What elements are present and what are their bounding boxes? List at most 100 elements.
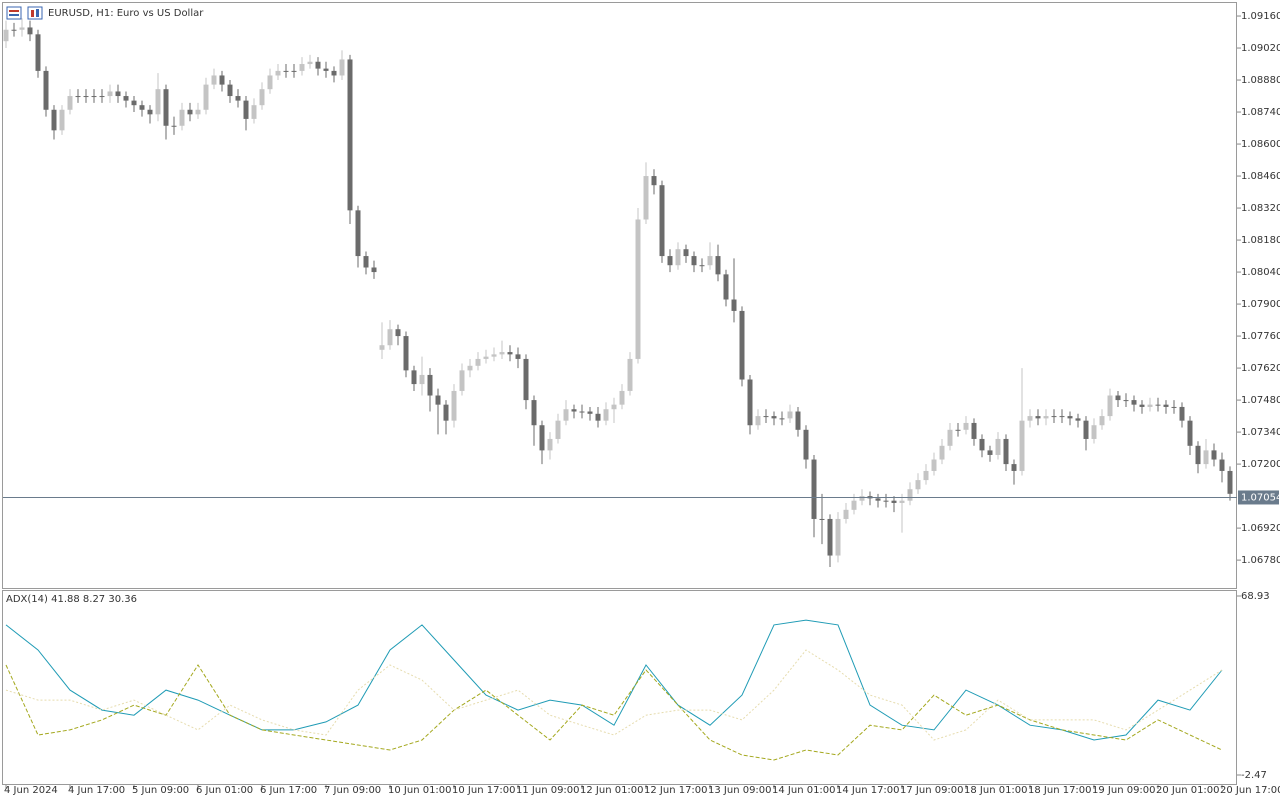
- y-tick-label: 1.07900: [1241, 299, 1280, 310]
- candle-body: [43, 70, 49, 110]
- candle-body: [723, 274, 729, 300]
- candle-body: [59, 109, 65, 131]
- chart-title: EURUSD, H1: Euro vs US Dollar: [48, 8, 204, 19]
- candle-body: [651, 176, 657, 186]
- candle-body: [683, 249, 689, 257]
- candle-body: [899, 500, 905, 503]
- candle-body: [3, 29, 9, 42]
- y-tick-label: 1.07200: [1241, 459, 1280, 470]
- candle-body: [115, 91, 121, 97]
- x-tick-label: 13 Jun 09:00: [708, 785, 772, 796]
- candle-body: [523, 358, 529, 401]
- candle-body: [779, 418, 785, 420]
- candle-body: [739, 310, 745, 380]
- candle-body: [75, 96, 81, 98]
- candle-body: [579, 411, 585, 413]
- x-tick-label: 11 Jun 09:00: [516, 785, 580, 796]
- candle-body: [91, 96, 97, 98]
- candle-body: [131, 100, 137, 106]
- candle-body: [963, 422, 969, 430]
- candle-body: [763, 416, 769, 418]
- candle-body: [1187, 420, 1193, 446]
- y-tick-label: 1.09020: [1241, 43, 1280, 54]
- candle-body: [1139, 404, 1145, 407]
- candle-body: [315, 61, 321, 69]
- candle-body: [51, 109, 57, 131]
- x-tick-label: 14 Jun 17:00: [836, 785, 900, 796]
- candle-body: [179, 109, 185, 126]
- candle-body: [827, 518, 833, 556]
- adx-line: [5, 649, 1223, 741]
- candle-body: [675, 249, 681, 266]
- candle-body: [147, 109, 153, 115]
- x-tick-label: 6 Jun 01:00: [196, 785, 253, 796]
- candle-body: [1227, 470, 1233, 494]
- candle-body: [1067, 416, 1073, 419]
- candle-body: [411, 370, 417, 385]
- candle-body: [667, 256, 673, 266]
- candle-body: [1155, 404, 1161, 406]
- candle-body: [1027, 416, 1033, 421]
- candle-body: [11, 29, 17, 31]
- candle-body: [27, 27, 33, 35]
- y-tick-label: 1.08600: [1241, 139, 1280, 150]
- candle-body: [947, 429, 953, 446]
- candle-body: [859, 496, 865, 501]
- indicator-title: ADX(14) 41.88 8.27 30.36: [6, 594, 137, 605]
- candle-body: [243, 100, 249, 119]
- candle-body: [107, 91, 113, 97]
- x-tick-label: 20 Jun 01:00: [1156, 785, 1220, 796]
- candle-body: [139, 105, 145, 110]
- candle-body: [35, 34, 41, 71]
- symbol-icons: [6, 6, 43, 20]
- candle-body: [803, 429, 809, 460]
- candle-body: [163, 89, 169, 126]
- candle-body: [267, 75, 273, 90]
- candle-body: [499, 352, 505, 355]
- x-tick-label: 10 Jun 01:00: [388, 785, 452, 796]
- candle-body: [555, 420, 561, 439]
- candle-body: [459, 370, 465, 391]
- candle-body: [403, 336, 409, 371]
- y-tick-label: 1.08740: [1241, 107, 1280, 118]
- candle-body: [1179, 406, 1185, 421]
- y-tick-label: 1.08880: [1241, 75, 1280, 86]
- x-tick-label: 10 Jun 17:00: [452, 785, 516, 796]
- icon: [36, 9, 39, 17]
- candle-body: [99, 96, 105, 98]
- candle-body: [907, 489, 913, 501]
- candle-body: [187, 109, 193, 115]
- candle-body: [699, 265, 705, 267]
- candle-body: [1011, 464, 1017, 471]
- candle-body: [363, 256, 369, 268]
- current-price-label: 1.07054: [1241, 492, 1280, 503]
- icon: [27, 6, 43, 20]
- candle-body: [987, 450, 993, 455]
- candle-body: [635, 219, 641, 359]
- candle-body: [563, 409, 569, 421]
- candle-body: [515, 354, 521, 359]
- candle-body: [627, 358, 633, 391]
- candle-body: [275, 70, 281, 76]
- candle-body: [1091, 425, 1097, 439]
- candle-body: [1203, 450, 1209, 465]
- x-tick-label: 7 Jun 09:00: [324, 785, 381, 796]
- x-tick-label: 4 Jun 17:00: [68, 785, 125, 796]
- x-tick-label: 14 Jun 01:00: [772, 785, 836, 796]
- candle-body: [787, 411, 793, 419]
- y-tick-label: 1.08180: [1241, 235, 1280, 246]
- candle-body: [819, 518, 825, 520]
- candle-body: [619, 390, 625, 405]
- candle-body: [467, 365, 473, 371]
- candle-body: [1163, 404, 1169, 407]
- candle-body: [1115, 395, 1121, 401]
- candle-body: [483, 356, 489, 359]
- candle-body: [67, 96, 73, 110]
- candle-body: [19, 27, 25, 30]
- candle-body: [1043, 416, 1049, 419]
- candle-body: [291, 70, 297, 72]
- candle-body: [419, 374, 425, 385]
- candle-body: [595, 413, 601, 421]
- candle-body: [1019, 420, 1025, 471]
